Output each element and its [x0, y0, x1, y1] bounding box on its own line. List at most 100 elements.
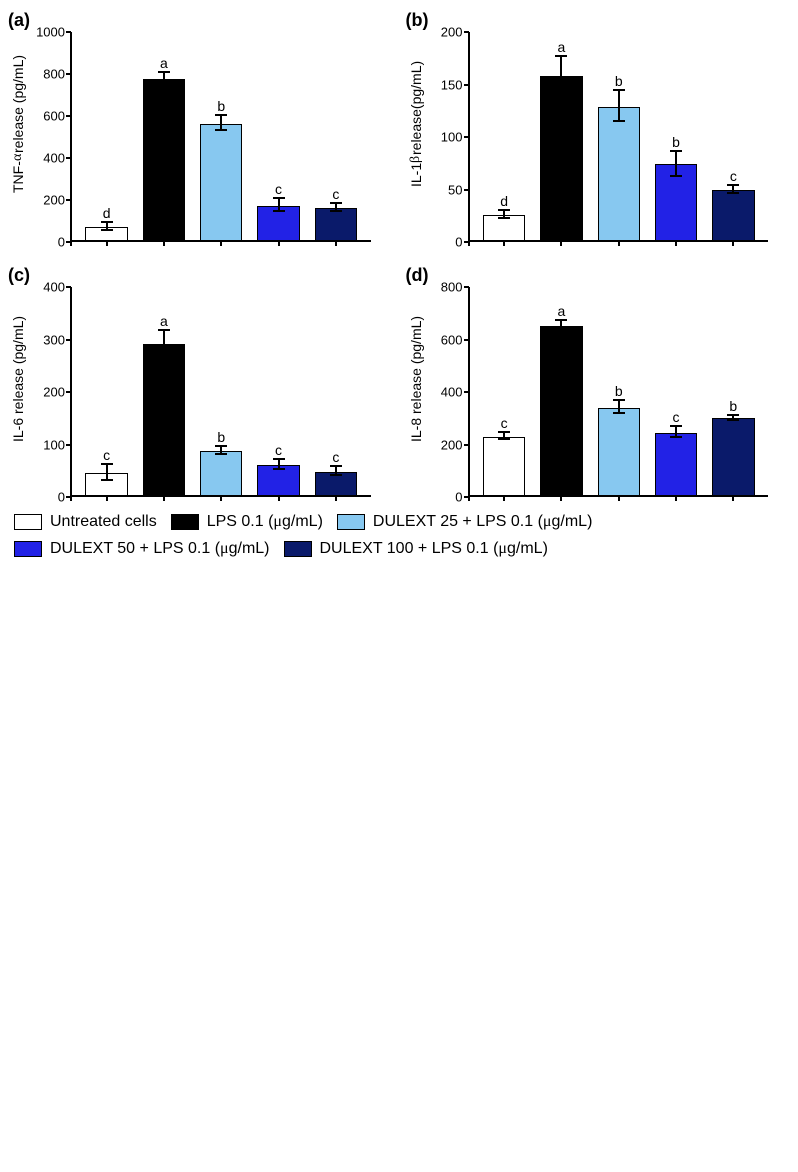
x-tick-mark: [560, 240, 562, 246]
bar: [143, 79, 185, 240]
x-tick-mark: [503, 240, 505, 246]
error-cap-top: [273, 458, 285, 460]
bar: [483, 437, 525, 496]
x-origin-tick: [70, 495, 72, 501]
significance-label: c: [673, 409, 680, 425]
y-tick-label: 300: [43, 332, 65, 347]
error-cap-top: [215, 445, 227, 447]
error-bar: [618, 91, 620, 122]
error-cap-top: [158, 71, 170, 73]
bar: [143, 344, 185, 495]
error-cap-bottom: [273, 210, 285, 212]
x-tick-mark: [335, 495, 337, 501]
x-tick-mark: [278, 495, 280, 501]
error-cap-bottom: [555, 329, 567, 331]
error-cap-bottom: [101, 229, 113, 231]
panel-a: (a)TNF-α release (pg/mL)0200400600800100…: [8, 10, 381, 250]
bar-wrap: b: [590, 287, 647, 495]
y-tick-label: 100: [43, 437, 65, 452]
significance-label: b: [729, 398, 737, 414]
error-cap-bottom: [613, 120, 625, 122]
error-bar: [163, 331, 165, 357]
bar-wrap: c: [250, 32, 307, 240]
y-tick-label: 0: [58, 235, 65, 250]
bar: [712, 190, 754, 240]
y-axis: 0200400600800: [426, 287, 468, 497]
error-cap-bottom: [273, 468, 285, 470]
error-cap-bottom: [727, 419, 739, 421]
error-cap-bottom: [101, 479, 113, 481]
bar-wrap: c: [307, 32, 364, 240]
legend-label: DULEXT 100 + LPS 0.1 (μg/mL): [320, 537, 548, 560]
y-tick-label: 0: [455, 235, 462, 250]
bar-wrap: b: [193, 287, 250, 495]
y-tick-label: 600: [43, 109, 65, 124]
legend-item: DULEXT 100 + LPS 0.1 (μg/mL): [284, 537, 548, 560]
legend-swatch: [171, 514, 199, 530]
y-tick-label: 400: [43, 151, 65, 166]
y-tick-label: 1000: [36, 25, 65, 40]
y-tick-label: 200: [43, 193, 65, 208]
legend-item: DULEXT 25 + LPS 0.1 (μg/mL): [337, 510, 593, 533]
y-axis-label: IL-8 release (pg/mL): [406, 259, 426, 499]
bar: [315, 208, 357, 240]
x-tick-mark: [106, 240, 108, 246]
bar: [655, 433, 697, 495]
error-cap-bottom: [215, 453, 227, 455]
y-tick-label: 800: [441, 280, 463, 295]
error-cap-top: [727, 414, 739, 416]
bar-wrap: d: [78, 32, 135, 240]
error-cap-top: [555, 55, 567, 57]
x-tick-mark: [503, 495, 505, 501]
error-bar: [675, 152, 677, 177]
significance-label: c: [103, 447, 110, 463]
significance-label: b: [217, 429, 225, 445]
bar-wrap: c: [476, 287, 533, 495]
significance-label: d: [500, 193, 508, 209]
error-cap-bottom: [727, 192, 739, 194]
bar-wrap: a: [135, 32, 192, 240]
bar-wrap: a: [135, 287, 192, 495]
bar-wrap: c: [705, 32, 762, 240]
error-cap-bottom: [555, 92, 567, 94]
significance-label: c: [501, 415, 508, 431]
error-cap-top: [101, 463, 113, 465]
significance-label: b: [217, 98, 225, 114]
plot: 0100200300400cabcc: [28, 287, 371, 497]
error-cap-bottom: [498, 438, 510, 440]
y-tick-label: 0: [58, 490, 65, 505]
x-tick-mark: [560, 495, 562, 501]
error-cap-top: [555, 319, 567, 321]
significance-label: c: [332, 449, 339, 465]
significance-label: a: [558, 303, 566, 319]
error-cap-bottom: [330, 474, 342, 476]
y-tick-label: 150: [441, 77, 463, 92]
significance-label: c: [332, 186, 339, 202]
legend-swatch: [337, 514, 365, 530]
bar-wrap: b: [647, 32, 704, 240]
plot-area: da b c c: [70, 32, 371, 242]
error-cap-top: [330, 465, 342, 467]
error-cap-top: [613, 399, 625, 401]
bars-container: dabbc: [470, 32, 769, 240]
panel-grid: (a)TNF-α release (pg/mL)0200400600800100…: [0, 0, 798, 505]
y-axis: 0100200300400: [28, 287, 70, 497]
x-tick-mark: [675, 495, 677, 501]
y-tick-label: 600: [441, 332, 463, 347]
panel-c: (c)IL-6 release (pg/mL)0100200300400cabc…: [8, 265, 381, 505]
x-tick-mark: [106, 495, 108, 501]
error-cap-bottom: [613, 412, 625, 414]
plot-area: cabcc: [70, 287, 371, 497]
bar-wrap: c: [647, 287, 704, 495]
error-cap-bottom: [158, 83, 170, 85]
x-tick-mark: [732, 240, 734, 246]
y-axis: 050100150200: [426, 32, 468, 242]
error-cap-top: [330, 202, 342, 204]
y-axis-label: IL-6 release (pg/mL): [8, 259, 28, 499]
significance-label: c: [275, 181, 282, 197]
bar: [712, 418, 754, 495]
y-tick-label: 0: [455, 490, 462, 505]
significance-label: b: [615, 383, 623, 399]
x-origin-tick: [468, 495, 470, 501]
legend-label: LPS 0.1 (μg/mL): [207, 510, 323, 533]
